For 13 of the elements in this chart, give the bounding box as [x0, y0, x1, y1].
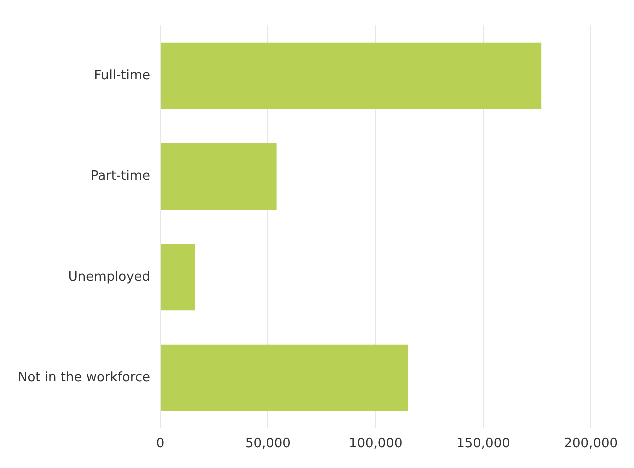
- y-tick-label: Part-time: [90, 169, 151, 184]
- bar: [161, 42, 542, 110]
- x-tick-label: 200,000: [564, 436, 618, 452]
- bar: [161, 244, 195, 311]
- y-tick-label: Not in the workforce: [18, 370, 151, 386]
- x-tick-label: 150,000: [456, 436, 510, 452]
- bar: [161, 344, 408, 412]
- y-tick-label: Unemployed: [68, 270, 151, 285]
- x-tick-label: 0: [156, 436, 165, 452]
- bar: [161, 144, 277, 210]
- x-tick-label: 50,000: [245, 436, 291, 452]
- x-tick-label: 100,000: [348, 436, 403, 452]
- y-tick-label: Full-time: [94, 68, 151, 84]
